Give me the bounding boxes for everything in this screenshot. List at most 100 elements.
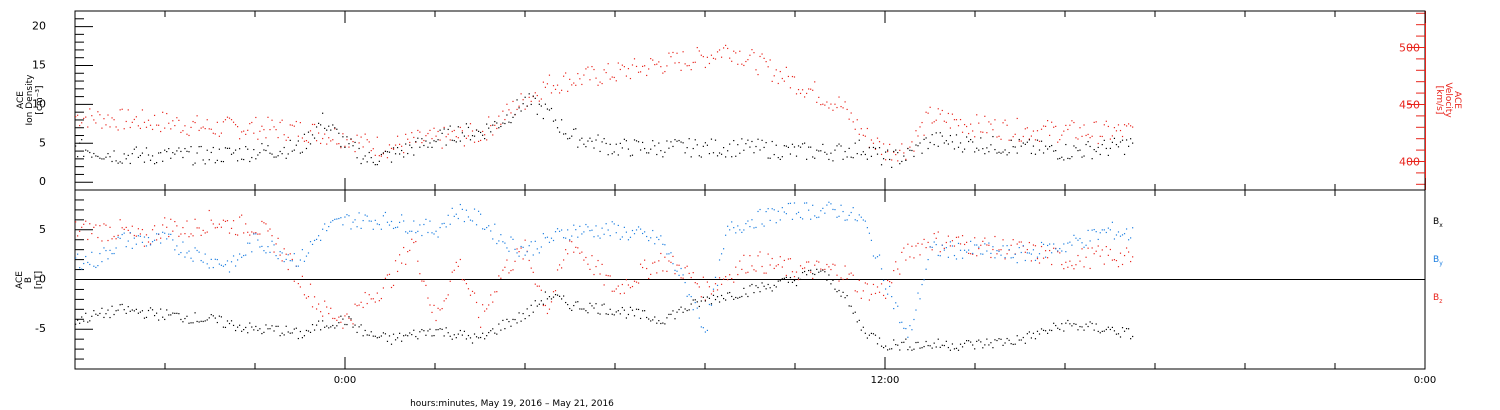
data-point-b-x xyxy=(799,278,802,281)
data-point-b-y xyxy=(1036,256,1039,258)
data-point-b-x xyxy=(421,328,423,331)
data-point-b-z xyxy=(1032,244,1035,246)
data-point-b-x xyxy=(1089,321,1091,323)
data-point-b-y xyxy=(684,281,686,284)
data-point-b-x xyxy=(160,308,162,310)
data-point-ion-density xyxy=(591,140,593,142)
data-point-b-x xyxy=(425,334,427,336)
data-point-b-y xyxy=(1000,254,1002,256)
data-point-velocity xyxy=(77,114,79,116)
data-point-ion-density xyxy=(970,138,972,141)
data-point-b-x xyxy=(455,337,457,339)
data-point-ion-density xyxy=(1132,142,1134,144)
data-point-b-y xyxy=(874,257,877,259)
data-point-ion-density xyxy=(753,152,755,154)
data-point-ion-density xyxy=(765,142,767,144)
data-point-b-x xyxy=(107,309,109,311)
y-tick-label: 5 xyxy=(39,136,46,149)
data-point-ion-density xyxy=(498,127,500,129)
data-point-ion-density xyxy=(291,150,293,152)
data-point-b-y xyxy=(548,241,551,243)
data-point-b-y xyxy=(1103,229,1105,231)
data-point-velocity xyxy=(1113,127,1116,129)
data-point-velocity xyxy=(976,114,978,116)
data-point-b-z xyxy=(935,237,937,239)
data-point-b-z xyxy=(1095,250,1097,252)
data-point-velocity xyxy=(346,139,348,141)
data-point-b-z xyxy=(623,292,625,294)
data-point-velocity xyxy=(524,108,526,110)
data-point-velocity xyxy=(273,126,275,128)
data-point-b-x xyxy=(473,333,476,335)
data-point-ion-density xyxy=(731,156,733,158)
data-point-velocity xyxy=(698,50,700,52)
data-point-b-y xyxy=(743,229,745,231)
data-point-ion-density xyxy=(267,145,269,147)
data-point-b-x xyxy=(392,333,395,335)
data-point-b-z xyxy=(241,214,243,216)
data-point-ion-density xyxy=(429,142,431,144)
data-point-b-x xyxy=(204,320,206,322)
data-point-b-x xyxy=(461,334,463,336)
data-point-velocity xyxy=(334,128,336,130)
data-point-velocity xyxy=(915,130,917,132)
data-point-b-z xyxy=(1049,249,1051,252)
data-point-b-z xyxy=(743,254,745,256)
data-point-velocity xyxy=(228,117,231,119)
data-point-b-y xyxy=(283,260,285,263)
data-point-b-x xyxy=(986,338,988,340)
data-point-b-x xyxy=(1063,330,1065,332)
data-point-velocity xyxy=(1128,123,1130,125)
data-point-ion-density xyxy=(307,131,310,133)
data-point-velocity xyxy=(581,83,583,86)
data-point-b-z xyxy=(907,243,909,245)
data-point-b-y xyxy=(664,244,666,246)
data-point-b-y xyxy=(889,285,891,288)
data-point-velocity xyxy=(127,109,129,111)
data-point-b-z xyxy=(1012,239,1014,241)
data-point-b-z xyxy=(83,223,85,225)
data-point-b-x xyxy=(662,322,664,324)
data-point-velocity xyxy=(625,75,627,77)
data-point-b-x xyxy=(1115,333,1118,335)
data-point-b-y xyxy=(372,228,374,230)
data-point-velocity xyxy=(1028,138,1030,140)
data-point-b-z xyxy=(816,260,818,262)
data-point-ion-density xyxy=(603,138,605,140)
data-point-b-y xyxy=(198,251,200,253)
data-point-velocity xyxy=(151,128,154,131)
data-point-b-z xyxy=(662,270,664,272)
data-point-velocity xyxy=(149,124,152,126)
data-point-velocity xyxy=(718,49,721,51)
data-point-b-x xyxy=(202,320,204,323)
data-point-velocity xyxy=(935,119,937,121)
data-point-b-y xyxy=(299,259,301,261)
data-point-ion-density xyxy=(874,147,877,150)
data-point-velocity xyxy=(362,146,364,148)
data-point-b-x xyxy=(601,304,603,306)
data-point-ion-density xyxy=(714,139,717,141)
data-point-velocity xyxy=(423,139,425,142)
data-point-b-y xyxy=(1049,243,1051,245)
data-point-velocity xyxy=(1093,121,1095,124)
data-point-ion-density xyxy=(403,156,405,158)
data-point-ion-density xyxy=(729,143,731,145)
data-point-b-z xyxy=(370,298,372,300)
data-point-b-x xyxy=(781,278,783,280)
data-point-velocity xyxy=(818,96,820,98)
data-point-b-x xyxy=(449,335,451,337)
data-point-b-z xyxy=(394,260,397,262)
data-point-ion-density xyxy=(170,157,172,159)
data-point-ion-density xyxy=(554,119,557,121)
data-point-b-x xyxy=(149,307,152,309)
data-point-velocity xyxy=(429,129,431,132)
data-point-ion-density xyxy=(662,156,664,158)
data-point-ion-density xyxy=(927,147,929,150)
data-point-b-y xyxy=(759,208,761,211)
data-point-ion-density xyxy=(672,145,674,148)
data-point-b-x xyxy=(158,319,160,321)
data-point-velocity xyxy=(403,152,405,154)
data-point-b-x xyxy=(249,322,251,324)
data-point-b-z xyxy=(654,261,656,263)
data-point-velocity xyxy=(629,77,632,80)
